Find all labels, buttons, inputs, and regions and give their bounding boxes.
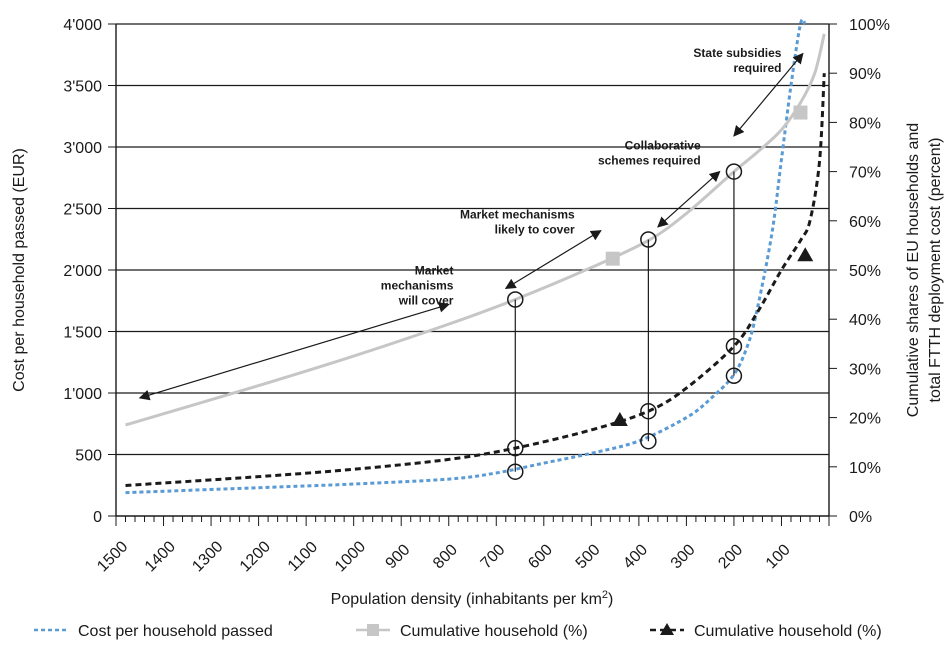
x-tick-label: 100 (763, 541, 794, 572)
reference-circle (640, 231, 657, 248)
series-line-0 (125, 17, 807, 495)
y-left-tick-label: 4'000 (63, 17, 102, 34)
legend-label-2: Cumulative household (%) (694, 623, 882, 640)
y-left-tick-label: 2'000 (63, 263, 102, 280)
series-layer (125, 17, 826, 495)
annotation-arrow-2 (657, 170, 721, 228)
y-right-tick-label: 20% (849, 411, 881, 428)
x-tick-label: 900 (383, 541, 414, 572)
annotation-arrow-1 (504, 230, 602, 290)
series-line-1 (125, 33, 826, 427)
x-tick-label: 300 (668, 541, 699, 572)
x-axis-title-tail: ) (608, 591, 613, 608)
x-axis-title-sup: 2 (602, 589, 608, 601)
x-tick-label: 800 (430, 541, 461, 572)
y-left-tick-label: 3'500 (63, 79, 102, 96)
series-marker-triangle (797, 247, 814, 262)
x-tick-label: 1200 (237, 538, 274, 575)
y-left-tick-label: 1'000 (63, 386, 102, 403)
y-right-tick-label: 50% (849, 263, 881, 280)
reference-circle (640, 402, 657, 420)
annotation-arrow-3 (733, 52, 804, 137)
reference-circle (640, 432, 657, 450)
y-left-tick-label: 0 (93, 509, 102, 526)
reference-circle (507, 463, 524, 480)
annotation-arrow-0 (138, 302, 450, 401)
x-tick-label: 1400 (142, 538, 179, 575)
y-right-tick-label: 100% (849, 17, 890, 34)
x-tick-label: 200 (715, 541, 746, 572)
legend-label-0: Cost per household passed (78, 623, 273, 640)
reference-circle (507, 291, 524, 308)
annotation-text: likely to cover (495, 222, 575, 236)
x-tick-label: 600 (525, 541, 556, 572)
annotation-text: Market mechanisms (460, 207, 575, 221)
series-marker-triangle (611, 412, 628, 427)
series-marker-square (793, 105, 808, 120)
y-left-tick-label: 3'000 (63, 140, 102, 157)
grid-layer (116, 23, 829, 456)
annotation-text: State subsidies (693, 46, 781, 60)
annotation-text: schemes required (598, 153, 701, 167)
y-right-tick-label: 0% (849, 509, 872, 526)
annotation-text: mechanisms (381, 278, 454, 292)
y-right-tick-label: 90% (849, 66, 881, 83)
reference-circle (725, 338, 743, 355)
series-marker-square (605, 251, 620, 266)
x-axis-title-main: Population density (inhabitants per km (331, 591, 602, 608)
reference-circle (507, 439, 524, 457)
y-right-tick-label: 80% (849, 115, 881, 132)
annotation-text: required (733, 61, 781, 75)
y-right-tick-label: 10% (849, 460, 881, 477)
x-tick-label: 1100 (285, 539, 321, 575)
legend-label-1: Cumulative household (%) (400, 623, 588, 640)
x-tick-label: 500 (573, 541, 604, 572)
annotation-text: Collaborative (625, 138, 701, 152)
x-tick-label: 1300 (189, 538, 226, 575)
x-tick-label: 700 (478, 541, 509, 572)
y-left-tick-label: 500 (75, 448, 102, 465)
y-right-tick-label: 60% (849, 214, 881, 231)
reference-circle (725, 367, 743, 385)
y-axis-right-title-line1: Cumulative shares of EU households and (905, 123, 922, 417)
x-axis-title: Population density (inhabitants per km2) (331, 589, 614, 608)
annotation-text: will cover (398, 293, 454, 307)
y-left-tick-label: 1'500 (63, 325, 102, 342)
legend-swatch-marker (660, 623, 674, 635)
legend-swatch-marker (367, 624, 379, 636)
y-right-tick-label: 70% (849, 165, 881, 182)
legend-layer: Cost per household passed Cumulative hous… (34, 623, 882, 640)
y-axis-right-title-line2: total FTTH deployment cost (percent) (927, 138, 944, 403)
reference-circle (725, 163, 743, 180)
annotation-text: Market (415, 263, 454, 277)
x-tick-label: 1000 (332, 538, 369, 575)
x-tick-label: 1500 (94, 538, 131, 575)
y-left-tick-label: 2'500 (63, 202, 102, 219)
x-tick-label: 400 (620, 541, 651, 572)
y-right-tick-label: 40% (849, 312, 881, 329)
series-line-2 (125, 73, 826, 487)
y-axis-left-title: Cost per household passed (EUR) (11, 148, 28, 392)
y-right-tick-label: 30% (849, 361, 881, 378)
